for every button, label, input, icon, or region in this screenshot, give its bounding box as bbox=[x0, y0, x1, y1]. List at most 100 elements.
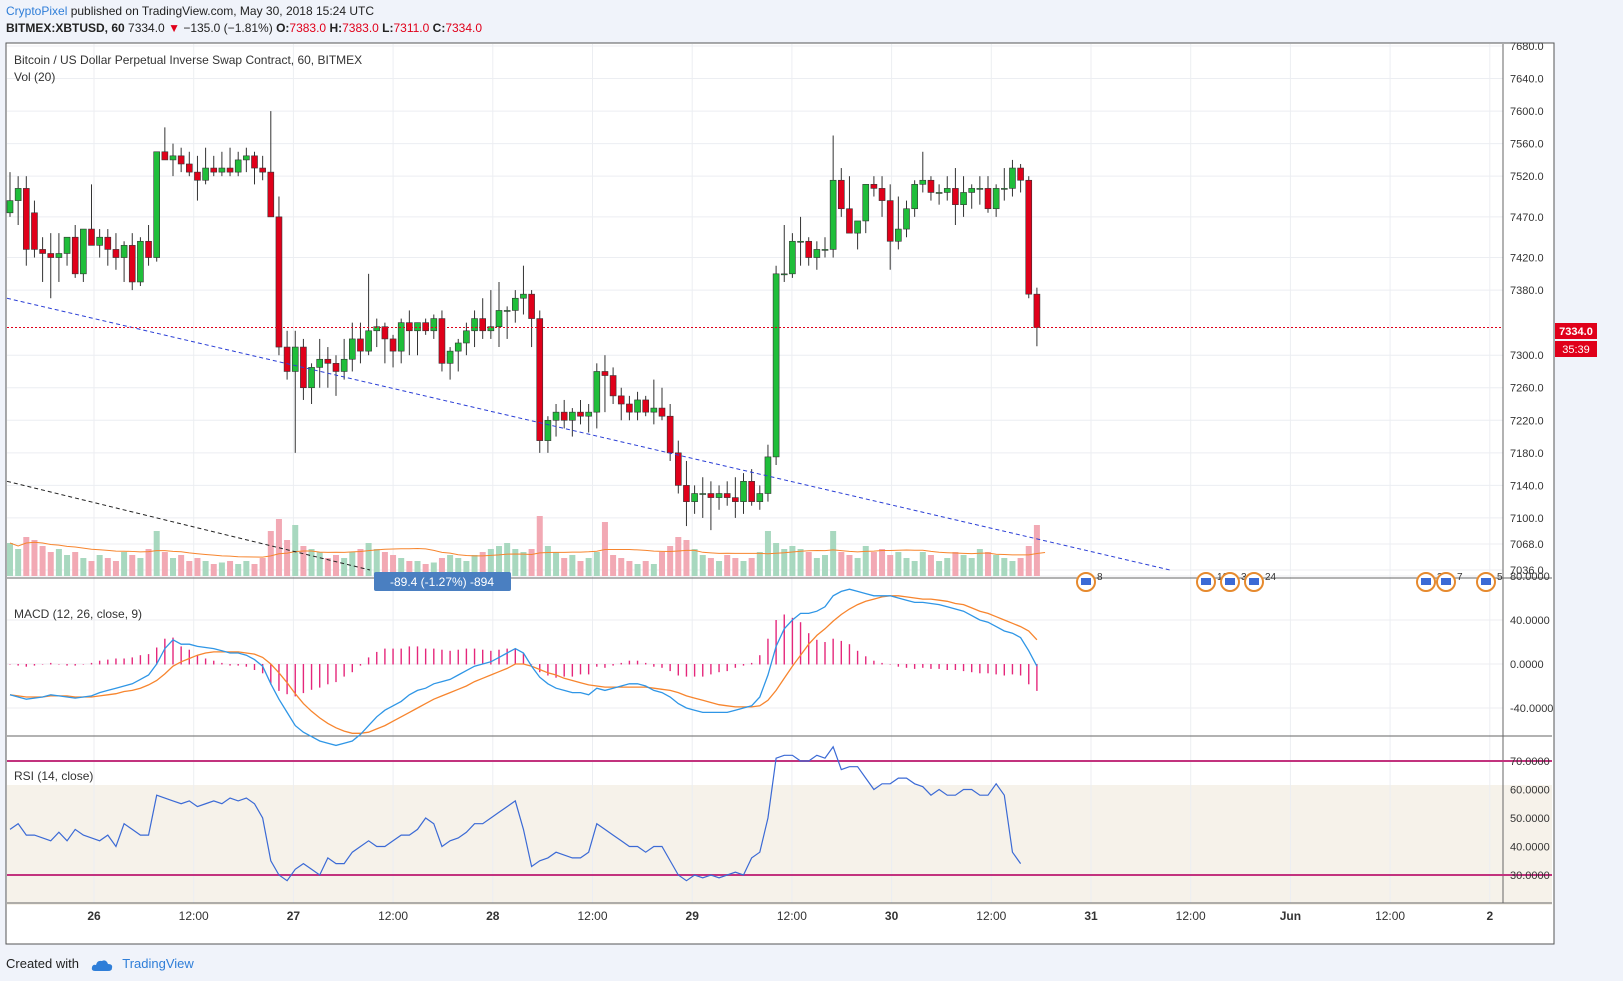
candle-body bbox=[6, 200, 14, 214]
candle-body bbox=[634, 399, 641, 413]
volume-bar bbox=[292, 525, 299, 576]
symbol-label[interactable]: BITMEX:XBTUSD, 60 bbox=[6, 21, 125, 35]
volume-bar bbox=[968, 558, 975, 576]
time-tick-label: 12:00 bbox=[378, 909, 408, 923]
volume-bar bbox=[879, 549, 886, 576]
candle-body bbox=[560, 411, 568, 421]
us-flag-icon bbox=[1481, 578, 1491, 585]
time-tick-label: Jun bbox=[1280, 909, 1301, 923]
candle-body bbox=[503, 310, 511, 312]
time-tick-label: 29 bbox=[686, 909, 700, 923]
volume-bar bbox=[960, 555, 967, 576]
macd-line bbox=[9, 588, 1038, 747]
candle-body bbox=[463, 330, 470, 344]
volume-bar bbox=[471, 555, 478, 576]
footer: Created with TradingView bbox=[6, 956, 194, 972]
volume-bar bbox=[1001, 558, 1008, 576]
volume-bar bbox=[1033, 525, 1040, 576]
candle-body bbox=[63, 236, 71, 254]
volume-bar bbox=[381, 552, 388, 576]
macd-tick-label: 40.0000 bbox=[1510, 615, 1550, 627]
candle-body bbox=[846, 208, 853, 234]
event-count-label: 8 bbox=[1097, 572, 1103, 583]
chart-canvas[interactable]: 7680.0 7640.0 7600.0 7560.0 7520.0 7470.0 7420… bbox=[0, 0, 1623, 950]
candle-body bbox=[772, 273, 780, 458]
price-tick-label: 7068.0 bbox=[1510, 539, 1544, 551]
low-label: L: bbox=[382, 21, 394, 35]
volume-bar bbox=[316, 552, 323, 576]
candle-body bbox=[80, 228, 87, 275]
candle-body bbox=[756, 493, 764, 502]
last-price: 7334.0 bbox=[128, 21, 165, 35]
volume-bar bbox=[341, 558, 348, 576]
volume-bar bbox=[813, 558, 820, 576]
volume-bar bbox=[373, 549, 380, 576]
time-tick-label: 2 bbox=[1486, 909, 1493, 923]
candle-body bbox=[422, 322, 429, 332]
volume-bar bbox=[781, 549, 788, 576]
candle-body bbox=[903, 208, 910, 230]
candle-body bbox=[120, 245, 128, 258]
price-tick-label: 7180.0 bbox=[1510, 448, 1544, 460]
volume-bar bbox=[235, 564, 242, 576]
candle-body bbox=[14, 188, 22, 201]
rsi-tick-label: 70.0000 bbox=[1510, 756, 1550, 768]
candle-body bbox=[31, 212, 38, 250]
candle-body bbox=[495, 310, 503, 328]
candle-body bbox=[821, 249, 829, 251]
volume-bar bbox=[610, 555, 617, 576]
volume-bar bbox=[577, 561, 584, 576]
author-link[interactable]: CryptoPixel bbox=[6, 4, 68, 18]
trendline-black bbox=[6, 480, 371, 571]
measure-label: -89.4 (-1.27%) -894 bbox=[390, 575, 494, 589]
volume-bar bbox=[463, 561, 470, 576]
rsi-line bbox=[9, 745, 1022, 882]
close-label: C: bbox=[432, 21, 446, 35]
candle-body bbox=[357, 338, 364, 352]
candle-body bbox=[55, 253, 63, 258]
volume-ma-line bbox=[9, 541, 1046, 558]
volume-bar bbox=[161, 552, 168, 576]
volume-bar bbox=[544, 546, 551, 576]
price-tick-label: 7680.0 bbox=[1510, 41, 1544, 53]
candle-body bbox=[952, 188, 959, 205]
tradingview-link[interactable]: TradingView bbox=[122, 956, 194, 971]
candle-body bbox=[291, 346, 299, 372]
time-tick-label: 12:00 bbox=[577, 909, 607, 923]
time-tick-label: 12:00 bbox=[1176, 909, 1206, 923]
volume-bar bbox=[512, 549, 519, 576]
volume-bar bbox=[308, 549, 315, 576]
us-flag-icon bbox=[1249, 578, 1259, 585]
candle-body bbox=[234, 159, 242, 173]
volume-bar bbox=[365, 543, 372, 576]
candle-body bbox=[658, 407, 666, 417]
volume-bar bbox=[838, 552, 845, 576]
volume-bar bbox=[944, 558, 951, 576]
volume-bar bbox=[121, 552, 128, 576]
volume-bar bbox=[64, 555, 71, 576]
candle-body bbox=[674, 452, 682, 486]
candle-body bbox=[454, 342, 462, 352]
candle-body bbox=[202, 167, 209, 181]
us-flag-icon bbox=[1441, 578, 1451, 585]
volume-bar bbox=[699, 555, 706, 576]
volume-bar bbox=[691, 549, 698, 576]
volume-bar bbox=[218, 562, 225, 576]
candle-body bbox=[177, 155, 185, 165]
rsi-tick-label: 50.0000 bbox=[1510, 813, 1550, 825]
candle-body bbox=[414, 322, 421, 332]
volume-bar bbox=[887, 555, 894, 576]
candle-body bbox=[39, 249, 46, 254]
volume-bar bbox=[585, 558, 592, 576]
volume-bar bbox=[618, 558, 625, 576]
candle-body bbox=[446, 350, 454, 364]
candle-body bbox=[1017, 167, 1024, 181]
price-tick-label: 7300.0 bbox=[1510, 350, 1544, 362]
volume-bar bbox=[55, 549, 62, 576]
candle-body bbox=[536, 318, 544, 441]
volume-bar bbox=[430, 562, 437, 576]
chart-title: Bitcoin / US Dollar Perpetual Inverse Sw… bbox=[14, 53, 362, 67]
volume-bar bbox=[145, 549, 152, 576]
countdown-label: 35:39 bbox=[1562, 344, 1590, 356]
candle-body bbox=[992, 188, 1000, 210]
